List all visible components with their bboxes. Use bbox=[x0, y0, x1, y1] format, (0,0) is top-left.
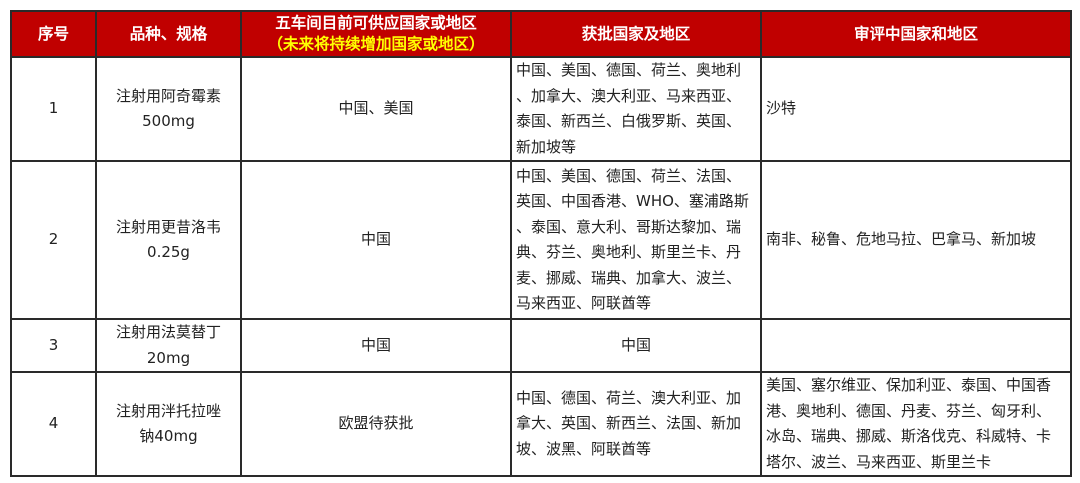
cell-product-line: 注射用法莫替丁 bbox=[115, 323, 221, 341]
table-row: 4 注射用泮托拉唑 钠40mg 欧盟待获批 中国、德国、荷兰、澳大利亚、加 拿大、英国、新… bbox=[10, 371, 1072, 477]
cell-review-line: 冰岛、瑞典、挪威、斯洛伐克、科威特、卡 bbox=[766, 427, 1052, 445]
table-row: 1 注射用阿奇霉素 500mg 中国、美国 中国、美国、德国、荷兰、奥地利 、加拿大、澳大… bbox=[10, 56, 1072, 162]
cell-approved-line: 中国、德国、荷兰、澳大利亚、加 bbox=[516, 388, 742, 407]
cell-approved-line: 新加坡等 bbox=[516, 137, 577, 156]
cell-review: 南非、秘鲁、危地马拉、巴拿马、新加坡 bbox=[760, 160, 1072, 320]
header-review: 审评中国家和地区 bbox=[760, 10, 1072, 58]
cell-product-line: 500mg bbox=[142, 112, 195, 130]
cell-approved-line: 坡、波黑、阿联酋等 bbox=[516, 439, 652, 458]
cell-product-line: 注射用阿奇霉素 bbox=[115, 86, 221, 105]
cell-review-line: 沙特 bbox=[766, 99, 797, 118]
cell-approved-line: 典、芬兰、奥地利、斯里兰卡、丹 bbox=[516, 243, 742, 261]
cell-approved: 中国、美国、德国、荷兰、奥地利 、加拿大、澳大利亚、马来西亚、 泰国、新西兰、白俄罗… bbox=[510, 56, 762, 162]
cell-approved-line: 中国 bbox=[620, 335, 651, 354]
cell-product-line: 20mg bbox=[146, 348, 191, 367]
cell-approved: 中国 bbox=[510, 318, 762, 373]
cell-approved-line: 中国、美国、德国、荷兰、法国、 bbox=[516, 166, 742, 185]
cell-approved-line: 、加拿大、澳大利亚、马来西亚、 bbox=[516, 86, 742, 105]
table-row: 3 注射用法莫替丁 20mg 中国 中国 bbox=[10, 318, 1072, 373]
cell-approved-line: 麦、挪威、瑞典、加拿大、波兰、 bbox=[516, 268, 742, 287]
cell-no: 2 bbox=[10, 160, 97, 320]
cell-approved-line: 英国、中国香港、WHO、塞浦路斯 bbox=[516, 192, 749, 210]
header-supply-note: （未来将持续增加国家或地区） bbox=[267, 35, 485, 53]
product-table: 序号 品种、规格 五车间目前可供应国家或地区 （未来将持续增加国家或地区） 获批国… bbox=[10, 10, 1072, 477]
header-supply: 五车间目前可供应国家或地区 （未来将持续增加国家或地区） bbox=[240, 10, 512, 58]
cell-product: 注射用泮托拉唑 钠40mg bbox=[95, 371, 242, 477]
cell-approved: 中国、德国、荷兰、澳大利亚、加 拿大、英国、新西兰、法国、新加 坡、波黑、阿联酋等 bbox=[510, 371, 762, 477]
cell-product: 注射用阿奇霉素 500mg bbox=[95, 56, 242, 162]
cell-supply: 中国 bbox=[240, 318, 512, 373]
cell-product-line: 注射用泮托拉唑 bbox=[115, 401, 221, 420]
header-no: 序号 bbox=[10, 10, 97, 58]
header-supply-title: 五车间目前可供应国家或地区 bbox=[275, 14, 477, 32]
header-approved: 获批国家及地区 bbox=[510, 10, 762, 58]
cell-approved-line: 中国、美国、德国、荷兰、奥地利 bbox=[516, 61, 742, 79]
cell-product: 注射用法莫替丁 20mg bbox=[95, 318, 242, 373]
cell-review: 美国、塞尔维亚、保加利亚、泰国、中国香 港、奥地利、德国、丹麦、芬兰、匈牙利、 冰岛… bbox=[760, 371, 1072, 477]
cell-review-line: 港、奥地利、德国、丹麦、芬兰、匈牙利、 bbox=[766, 401, 1052, 420]
cell-product-line: 0.25g bbox=[147, 243, 190, 261]
cell-approved-line: 泰国、新西兰、白俄罗斯、英国、 bbox=[516, 112, 742, 130]
cell-supply: 中国 bbox=[240, 160, 512, 320]
cell-product: 注射用更昔洛韦 0.25g bbox=[95, 160, 242, 320]
cell-review-line: 南非、秘鲁、危地马拉、巴拿马、新加坡 bbox=[766, 230, 1037, 249]
cell-no: 3 bbox=[10, 318, 97, 373]
cell-approved-line: 马来西亚、阿联酋等 bbox=[516, 294, 652, 312]
cell-review bbox=[760, 318, 1072, 373]
cell-supply: 欧盟待获批 bbox=[240, 371, 512, 477]
cell-review-line: 美国、塞尔维亚、保加利亚、泰国、中国香 bbox=[766, 376, 1052, 394]
cell-product-line: 注射用更昔洛韦 bbox=[115, 217, 221, 236]
cell-approved: 中国、美国、德国、荷兰、法国、 英国、中国香港、WHO、塞浦路斯 、泰国、意大利、哥… bbox=[510, 160, 762, 320]
cell-review-line: 塔尔、波兰、马来西亚、斯里兰卡 bbox=[766, 452, 992, 471]
cell-no: 4 bbox=[10, 371, 97, 477]
cell-review: 沙特 bbox=[760, 56, 1072, 162]
cell-supply: 中国、美国 bbox=[240, 56, 512, 162]
header-row: 序号 品种、规格 五车间目前可供应国家或地区 （未来将持续增加国家或地区） 获批国… bbox=[10, 10, 1072, 58]
cell-no: 1 bbox=[10, 56, 97, 162]
table-row: 2 注射用更昔洛韦 0.25g 中国 中国、美国、德国、荷兰、法国、 英国、中国香港、WH… bbox=[10, 160, 1072, 320]
header-product: 品种、规格 bbox=[95, 10, 242, 58]
cell-approved-line: 拿大、英国、新西兰、法国、新加 bbox=[516, 414, 742, 433]
cell-product-line: 钠40mg bbox=[139, 427, 198, 445]
cell-approved-line: 、泰国、意大利、哥斯达黎加、瑞 bbox=[516, 217, 742, 236]
